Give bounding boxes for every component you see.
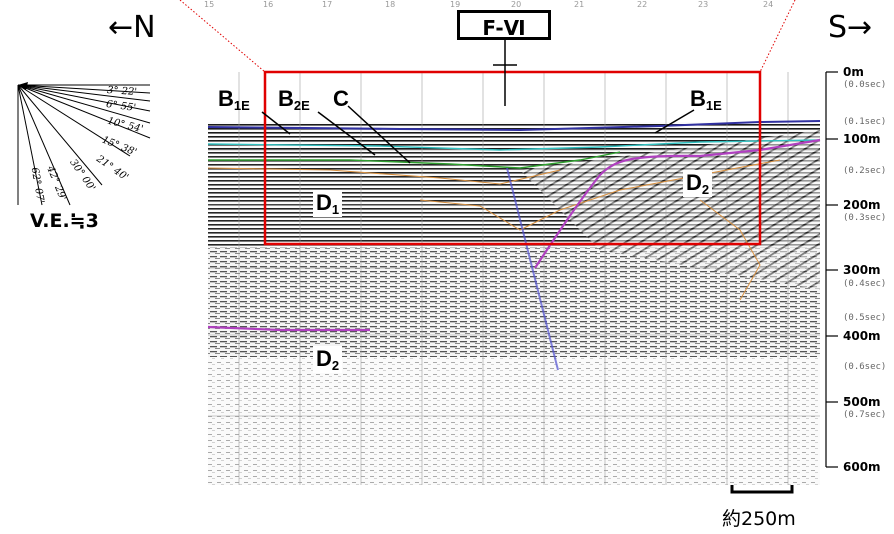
time-label: (0.5sec) bbox=[843, 313, 887, 323]
ve-fan-origin bbox=[18, 82, 28, 90]
trace-tick: 22 bbox=[637, 0, 648, 9]
fault-line bbox=[506, 167, 559, 371]
fault-name-box: F-Ⅵ bbox=[457, 10, 551, 40]
depth-label: 400m bbox=[843, 329, 881, 343]
unit-label-d2-right: D2 bbox=[683, 170, 713, 197]
trace-tick: 21 bbox=[574, 0, 585, 9]
scale-bar bbox=[730, 485, 794, 494]
depth-label: 600m bbox=[843, 460, 881, 474]
guide-line-right bbox=[759, 0, 796, 73]
trace-tick: 19 bbox=[450, 0, 461, 9]
unit-label-b2e: B2E bbox=[278, 86, 310, 113]
seafloor-horizon bbox=[207, 120, 821, 132]
time-label: (0.6sec) bbox=[843, 362, 887, 372]
trace-tick: 16 bbox=[263, 0, 274, 9]
trace-tick: 23 bbox=[698, 0, 709, 9]
north-direction-label: ←N bbox=[108, 10, 156, 45]
unit-label-b1e-left: B1E bbox=[218, 86, 250, 113]
time-label: (0.0sec) bbox=[843, 80, 887, 90]
time-label: (0.3sec) bbox=[843, 213, 887, 223]
trace-tick: 17 bbox=[322, 0, 333, 9]
unit-label-c: C bbox=[333, 86, 349, 111]
unit-label-d2-lower: D2 bbox=[313, 346, 343, 373]
trace-tick: 15 bbox=[204, 0, 215, 9]
c-horizon bbox=[208, 151, 621, 169]
d2-top-horizon-north bbox=[207, 325, 370, 332]
ve-label: V.E.≒3 bbox=[30, 210, 99, 232]
d2-top-horizon bbox=[534, 138, 821, 269]
depth-label: 0m bbox=[843, 65, 864, 79]
depth-label: 200m bbox=[843, 198, 881, 212]
south-direction-label: S→ bbox=[828, 10, 873, 45]
highlight-box bbox=[263, 70, 762, 246]
unit-label-d1: D1 bbox=[313, 190, 343, 217]
unit-label-b1e-right: B1E bbox=[690, 86, 722, 113]
depth-label: 500m bbox=[843, 395, 881, 409]
time-label: (0.2sec) bbox=[843, 166, 887, 176]
scale-bar-label: 約250m bbox=[722, 508, 796, 530]
leader-b2e bbox=[317, 111, 376, 156]
depth-axis-ticks bbox=[826, 71, 838, 468]
leader-b1e-left bbox=[261, 111, 291, 135]
dipping-reflectors bbox=[520, 130, 820, 290]
b2e-horizon bbox=[207, 139, 821, 151]
orange-horizon-3 bbox=[699, 199, 761, 301]
time-label: (0.7sec) bbox=[843, 410, 887, 420]
guide-line-left bbox=[179, 0, 266, 73]
depth-label: 300m bbox=[843, 263, 881, 277]
time-label: (0.4sec) bbox=[843, 279, 887, 289]
fault-name: F-Ⅵ bbox=[482, 16, 526, 40]
trace-tick: 24 bbox=[763, 0, 774, 9]
ve-fan-diagram bbox=[17, 84, 151, 206]
leader-c bbox=[347, 105, 411, 164]
trace-tick: 18 bbox=[385, 0, 396, 9]
trace-tick: 20 bbox=[511, 0, 522, 9]
orange-horizon-1 bbox=[207, 167, 561, 185]
leader-b1e-right bbox=[654, 109, 695, 134]
ve-angle-label: 3° 22' bbox=[106, 84, 138, 99]
seismic-band-deep bbox=[208, 357, 820, 485]
depth-label: 100m bbox=[843, 132, 881, 146]
time-label: (0.1sec) bbox=[843, 117, 887, 127]
